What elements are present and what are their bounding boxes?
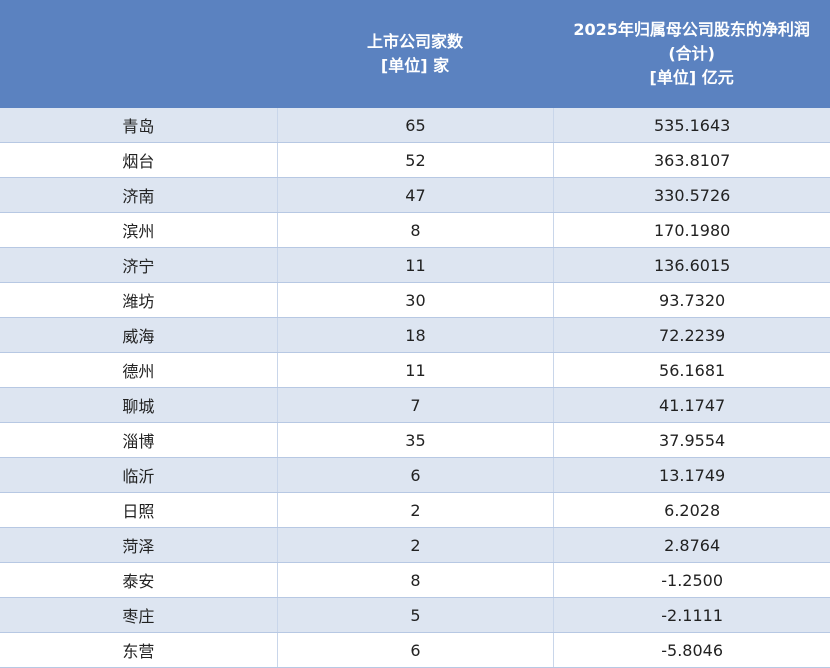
- table-row: 日照 2 6.2028: [0, 493, 830, 528]
- table-cell: 72.2239: [553, 318, 830, 352]
- table-cell: 淄博: [122, 432, 155, 451]
- table-cell: 13.1749: [553, 458, 830, 492]
- table-cell: 2: [276, 493, 554, 527]
- table-cell: 35: [276, 423, 554, 457]
- table-cell: 93.7320: [553, 283, 830, 317]
- table-cell: 56.1681: [553, 353, 830, 387]
- table-cell: 363.8107: [553, 143, 830, 177]
- header-text: 2025年归属母公司股东的净利润: [573, 20, 810, 39]
- table-cell: -1.2500: [553, 563, 830, 597]
- table-row: 东营 6 -5.8046: [0, 633, 830, 668]
- table-body: 青岛 65 535.1643 烟台 52 363.8107 济南 47 330.5726 滨州 8 1…: [0, 108, 830, 668]
- table-cell: 日照: [122, 502, 155, 521]
- table-cell: 8: [276, 563, 554, 597]
- header-text: [单位] 家: [380, 56, 450, 75]
- table-row: 济宁 11 136.6015: [0, 248, 830, 283]
- table-cell: 济南: [122, 187, 155, 206]
- table-cell: 德州: [122, 362, 155, 381]
- table-header: 上市公司家数 [单位] 家 2025年归属母公司股东的净利润 (合计) [单位] 亿元: [0, 0, 830, 108]
- table-row: 菏泽 2 2.8764: [0, 528, 830, 563]
- table-cell: 330.5726: [553, 178, 830, 212]
- table-cell: 2: [276, 528, 554, 562]
- table-row: 泰安 8 -1.2500: [0, 563, 830, 598]
- table-cell: 11: [276, 248, 554, 282]
- header-cell: [0, 0, 277, 108]
- header-text: [单位] 亿元: [649, 68, 734, 87]
- table-cell: 18: [276, 318, 554, 352]
- table-cell: 30: [276, 283, 554, 317]
- table-cell: 滨州: [122, 222, 155, 241]
- table-cell: 6.2028: [553, 493, 830, 527]
- table-cell: 41.1747: [553, 388, 830, 422]
- table-cell: 潍坊: [122, 292, 155, 311]
- table-row: 威海 18 72.2239: [0, 318, 830, 353]
- table-cell: 菏泽: [122, 537, 155, 556]
- table-cell: 11: [276, 353, 554, 387]
- table-cell: 6: [276, 633, 554, 667]
- table-cell: 济宁: [122, 257, 155, 276]
- table-row: 潍坊 30 93.7320: [0, 283, 830, 318]
- table-row: 德州 11 56.1681: [0, 353, 830, 388]
- table-cell: 泰安: [122, 572, 155, 591]
- table-row: 烟台 52 363.8107: [0, 143, 830, 178]
- table-row: 枣庄 5 -2.1111: [0, 598, 830, 633]
- table-cell: 47: [276, 178, 554, 212]
- header-cell: 上市公司家数 [单位] 家: [277, 0, 554, 108]
- table-row: 滨州 8 170.1980: [0, 213, 830, 248]
- table-cell: 37.9554: [553, 423, 830, 457]
- table-cell: -5.8046: [553, 633, 830, 667]
- header-text: (合计): [668, 44, 715, 63]
- table-cell: 2.8764: [553, 528, 830, 562]
- table-cell: 65: [276, 108, 554, 142]
- table-cell: 烟台: [122, 152, 155, 171]
- table-cell: 136.6015: [553, 248, 830, 282]
- header-cell: 2025年归属母公司股东的净利润 (合计) [单位] 亿元: [553, 0, 830, 108]
- table-cell: 535.1643: [553, 108, 830, 142]
- table-row: 青岛 65 535.1643: [0, 108, 830, 143]
- header-text: 上市公司家数: [366, 32, 463, 51]
- table-cell: 170.1980: [553, 213, 830, 247]
- table-cell: 52: [276, 143, 554, 177]
- table-row: 临沂 6 13.1749: [0, 458, 830, 493]
- table-row: 聊城 7 41.1747: [0, 388, 830, 423]
- table-cell: 威海: [122, 327, 155, 346]
- table-cell: 聊城: [122, 397, 155, 416]
- table-cell: 枣庄: [122, 607, 155, 626]
- table-cell: 青岛: [122, 117, 155, 136]
- table-cell: 5: [276, 598, 554, 632]
- table-cell: 临沂: [122, 467, 155, 486]
- table-cell: 6: [276, 458, 554, 492]
- table-cell: 8: [276, 213, 554, 247]
- table-row: 淄博 35 37.9554: [0, 423, 830, 458]
- table-cell: -2.1111: [553, 598, 830, 632]
- table-row: 济南 47 330.5726: [0, 178, 830, 213]
- table-cell: 东营: [122, 642, 155, 661]
- table-cell: 7: [276, 388, 554, 422]
